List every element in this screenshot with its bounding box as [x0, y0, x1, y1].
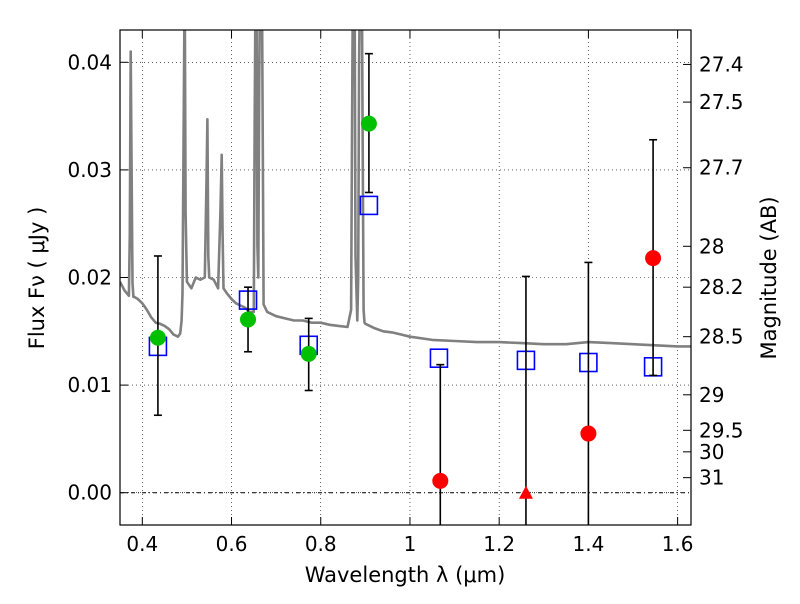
magnitude-axis-title: Magnitude (AB) — [757, 196, 781, 359]
magnitude-tick-label: 27.7 — [699, 156, 744, 180]
y-tick-label: 0.00 — [67, 481, 112, 505]
magnitude-tick-label: 30 — [699, 440, 724, 464]
x-tick-label: 0.6 — [216, 532, 248, 556]
nondetection-point — [580, 425, 597, 442]
x-tick-label: 1.2 — [483, 532, 515, 556]
magnitude-tick-label: 28.2 — [699, 275, 744, 299]
y-tick-label: 0.04 — [67, 50, 112, 74]
model-flux-square — [359, 195, 379, 216]
x-tick-label: 1.4 — [572, 532, 604, 556]
magnitude-tick-label: 31 — [699, 466, 724, 490]
x-tick-label: 0.4 — [126, 532, 158, 556]
plot-area — [120, 30, 691, 525]
magnitude-tick-label: 29 — [699, 383, 724, 407]
detection-point — [300, 345, 317, 362]
x-axis-title: Wavelength λ (μm) — [305, 563, 506, 587]
x-tick-label: 1.6 — [662, 532, 694, 556]
detection-point — [149, 329, 166, 346]
model-flux-square — [429, 348, 449, 369]
y-tick-label: 0.01 — [67, 373, 112, 397]
upper-limit-marker — [518, 485, 533, 499]
magnitude-tick-label: 28.5 — [699, 325, 744, 349]
x-tick-label: 1 — [404, 532, 417, 556]
magnitude-tick-label: 27.5 — [699, 90, 744, 114]
spectrum-line — [120, 30, 691, 348]
detection-point — [360, 115, 377, 132]
y-tick-label: 0.03 — [67, 158, 112, 182]
nondetection-point — [432, 472, 449, 489]
y-axis-title: Flux Fν ( μJy ) — [25, 207, 49, 350]
detection-point — [240, 311, 257, 328]
magnitude-tick-label: 28 — [699, 234, 724, 258]
magnitude-tick-label: 27.4 — [699, 52, 744, 76]
nondetection-point — [645, 250, 662, 267]
x-tick-label: 0.8 — [305, 532, 337, 556]
magnitude-tick-label: 29.5 — [699, 418, 744, 442]
axis-ticks: 0.4 0.6 0.8 1 1.2 1.4 1.6 0.00 0.01 0.02 0.03 0.04 2… — [67, 30, 744, 556]
y-tick-label: 0.02 — [67, 266, 112, 290]
